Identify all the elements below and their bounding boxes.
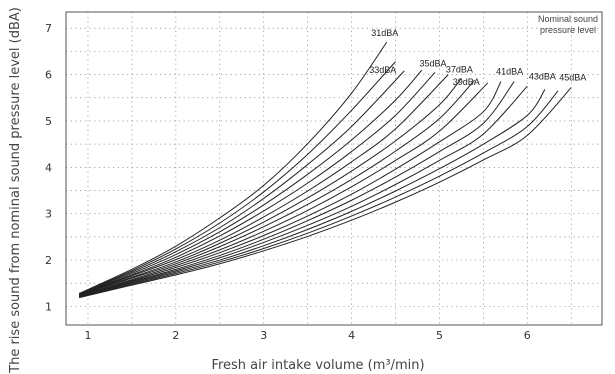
x-tick-label: 1 <box>84 329 91 342</box>
series-line-35dBA <box>79 71 436 295</box>
series-label-35dBA: 35dBA <box>420 58 447 68</box>
series-label-31dBA: 31dBA <box>371 28 398 38</box>
series-label-37dBA: 37dBA <box>446 64 473 74</box>
series-line-42dBA <box>79 85 528 298</box>
series-line-41dBA <box>79 81 515 297</box>
series-line-36dBA <box>79 74 449 296</box>
x-tick-label: 4 <box>348 329 355 342</box>
y-tick-label: 5 <box>45 115 52 128</box>
x-axis-title: Fresh air intake volume (m³/min) <box>211 358 424 373</box>
legend-title-line1: Nominal sound <box>538 14 598 24</box>
series-line-39dBA <box>79 82 489 297</box>
series-line-45dBA <box>79 87 572 299</box>
series-label-43dBA: 43dBA <box>529 71 556 81</box>
series-label-41dBA: 41dBA <box>496 67 523 77</box>
legend-title-line2: pressure level <box>540 25 596 35</box>
series-line-37dBA <box>79 77 462 296</box>
x-tick-label: 3 <box>260 329 267 342</box>
series-line-33dBA <box>78 70 405 295</box>
y-tick-label: 4 <box>45 161 52 174</box>
curves <box>78 41 572 299</box>
y-tick-label: 7 <box>45 22 52 35</box>
x-tick-label: 2 <box>172 329 179 342</box>
y-tick-label: 3 <box>45 208 52 221</box>
y-tick-label: 6 <box>45 69 52 82</box>
tick-labels: 1 2 3 4 5 6 1 2 3 4 5 6 7 <box>45 22 531 342</box>
series-line-31dBA <box>78 41 388 294</box>
series-line-44dBA <box>79 90 559 298</box>
series-line-38dBA <box>79 79 475 296</box>
y-axis-title: The rise sound from nominal sound pressu… <box>8 7 23 374</box>
series-line-34dBA <box>78 69 423 295</box>
grid <box>66 12 602 325</box>
series-label-39dBA: 39dBA <box>453 77 480 87</box>
series-line-40dBA <box>79 81 502 297</box>
x-tick-label: 6 <box>524 329 531 342</box>
series-label-33dBA: 33dBA <box>369 65 396 75</box>
y-tick-label: 1 <box>45 300 52 313</box>
series-line-32dBA <box>78 61 396 295</box>
series-line-43dBA <box>79 89 546 298</box>
y-tick-label: 2 <box>45 254 52 267</box>
plot-frame <box>65 11 603 326</box>
series-label-45dBA: 45dBA <box>559 73 586 83</box>
x-tick-label: 5 <box>436 329 443 342</box>
